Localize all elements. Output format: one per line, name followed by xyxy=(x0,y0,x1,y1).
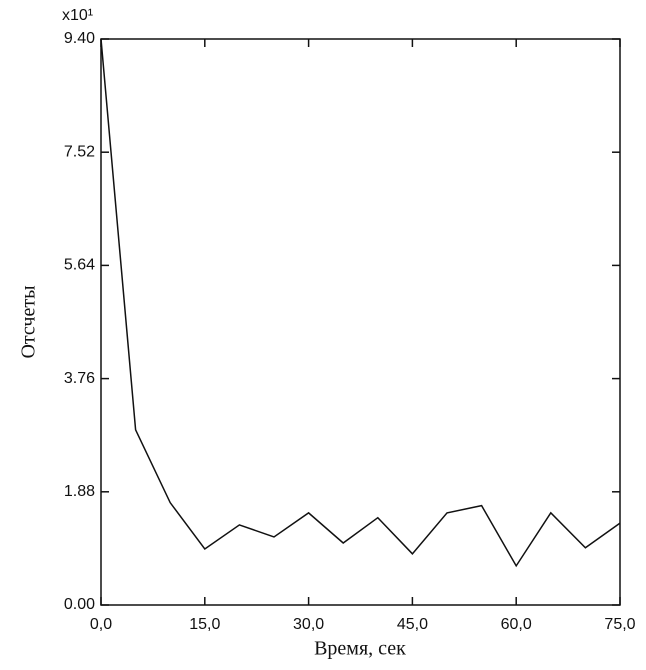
y-tick-label: 5.64 xyxy=(64,257,95,274)
x-tick-label: 0,0 xyxy=(90,616,112,633)
x-tick-label: 75,0 xyxy=(604,616,635,633)
x-tick-label: 60,0 xyxy=(501,616,532,633)
y-tick-label: 3.76 xyxy=(64,370,95,387)
y-tick-label: 0.00 xyxy=(64,596,95,613)
y-axis-label: Отсчеты xyxy=(18,285,40,358)
x-axis-label: Время, сек xyxy=(314,638,406,660)
y-tick-label: 1.88 xyxy=(64,483,95,500)
y-multiplier: x10¹ xyxy=(62,7,93,24)
x-tick-label: 45,0 xyxy=(397,616,428,633)
plot-frame xyxy=(100,38,621,606)
x-tick-label: 15,0 xyxy=(189,616,220,633)
y-tick-label: 7.52 xyxy=(64,143,95,160)
x-tick-label: 30,0 xyxy=(293,616,324,633)
y-tick-label: 9.40 xyxy=(64,30,95,47)
data-line xyxy=(100,38,621,568)
